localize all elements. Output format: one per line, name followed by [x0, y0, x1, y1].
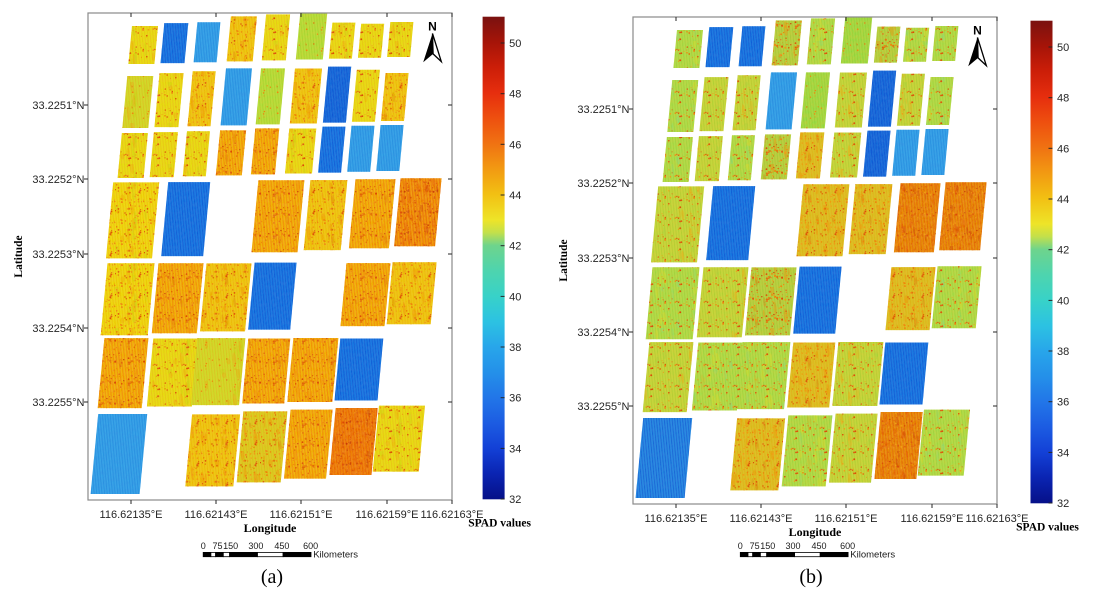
svg-text:36: 36: [509, 393, 521, 405]
svg-text:116.62163°E: 116.62163°E: [966, 513, 1029, 525]
svg-text:33.2255°N: 33.2255°N: [32, 397, 84, 409]
svg-text:N: N: [428, 20, 437, 34]
svg-text:33.2252°N: 33.2252°N: [577, 178, 629, 190]
svg-text:(a): (a): [261, 566, 283, 588]
svg-text:Kilometers: Kilometers: [313, 550, 358, 561]
svg-text:(b): (b): [799, 566, 822, 588]
svg-text:50: 50: [509, 38, 521, 50]
svg-text:40: 40: [509, 291, 521, 303]
svg-text:116.62135°E: 116.62135°E: [645, 513, 708, 525]
svg-text:Kilometers: Kilometers: [850, 550, 895, 561]
svg-text:N: N: [973, 24, 982, 38]
svg-text:34: 34: [509, 443, 521, 455]
svg-text:33.2253°N: 33.2253°N: [32, 249, 84, 261]
svg-text:116.62143°E: 116.62143°E: [185, 509, 248, 521]
svg-text:32: 32: [509, 494, 521, 506]
svg-text:33.2255°N: 33.2255°N: [577, 401, 629, 413]
svg-text:Latitude: Latitude: [13, 235, 25, 277]
svg-text:33.2252°N: 33.2252°N: [32, 174, 84, 186]
svg-text:75: 75: [212, 541, 222, 551]
svg-text:38: 38: [1057, 346, 1069, 358]
svg-text:36: 36: [1057, 397, 1069, 409]
svg-text:116.62163°E: 116.62163°E: [421, 509, 484, 521]
svg-text:SPAD values: SPAD values: [1016, 521, 1079, 533]
svg-text:34: 34: [1057, 447, 1069, 459]
svg-text:33.2253°N: 33.2253°N: [577, 253, 629, 265]
svg-text:33.2254°N: 33.2254°N: [32, 323, 84, 335]
svg-text:450: 450: [274, 541, 289, 551]
svg-text:150: 150: [223, 541, 238, 551]
svg-text:116.62159°E: 116.62159°E: [901, 513, 964, 525]
svg-text:42: 42: [1057, 245, 1069, 257]
svg-text:42: 42: [509, 241, 521, 253]
svg-text:116.62151°E: 116.62151°E: [815, 513, 878, 525]
svg-text:Longitude: Longitude: [789, 525, 842, 539]
svg-text:0: 0: [738, 541, 743, 551]
svg-text:40: 40: [1057, 295, 1069, 307]
svg-text:46: 46: [1057, 143, 1069, 155]
svg-text:116.62143°E: 116.62143°E: [730, 513, 793, 525]
svg-text:600: 600: [840, 541, 855, 551]
svg-text:48: 48: [509, 89, 521, 101]
svg-text:0: 0: [201, 541, 206, 551]
svg-text:Latitude: Latitude: [558, 239, 570, 281]
svg-text:116.62135°E: 116.62135°E: [100, 509, 163, 521]
svg-text:300: 300: [248, 541, 263, 551]
svg-text:48: 48: [1057, 93, 1069, 105]
svg-text:46: 46: [509, 139, 521, 151]
svg-text:33.2251°N: 33.2251°N: [32, 100, 84, 112]
svg-text:75: 75: [750, 541, 760, 551]
svg-text:44: 44: [1057, 194, 1069, 206]
svg-text:600: 600: [303, 541, 318, 551]
svg-text:50: 50: [1057, 42, 1069, 54]
svg-text:44: 44: [509, 190, 521, 202]
svg-text:450: 450: [811, 541, 826, 551]
svg-text:33.2251°N: 33.2251°N: [577, 104, 629, 116]
svg-text:33.2254°N: 33.2254°N: [577, 327, 629, 339]
svg-text:116.62159°E: 116.62159°E: [356, 509, 419, 521]
svg-text:32: 32: [1057, 498, 1069, 510]
svg-text:SPAD values: SPAD values: [468, 517, 531, 529]
svg-text:116.62151°E: 116.62151°E: [270, 509, 333, 521]
svg-text:38: 38: [509, 342, 521, 354]
svg-text:Longitude: Longitude: [244, 521, 297, 535]
svg-text:150: 150: [760, 541, 775, 551]
svg-text:300: 300: [785, 541, 800, 551]
